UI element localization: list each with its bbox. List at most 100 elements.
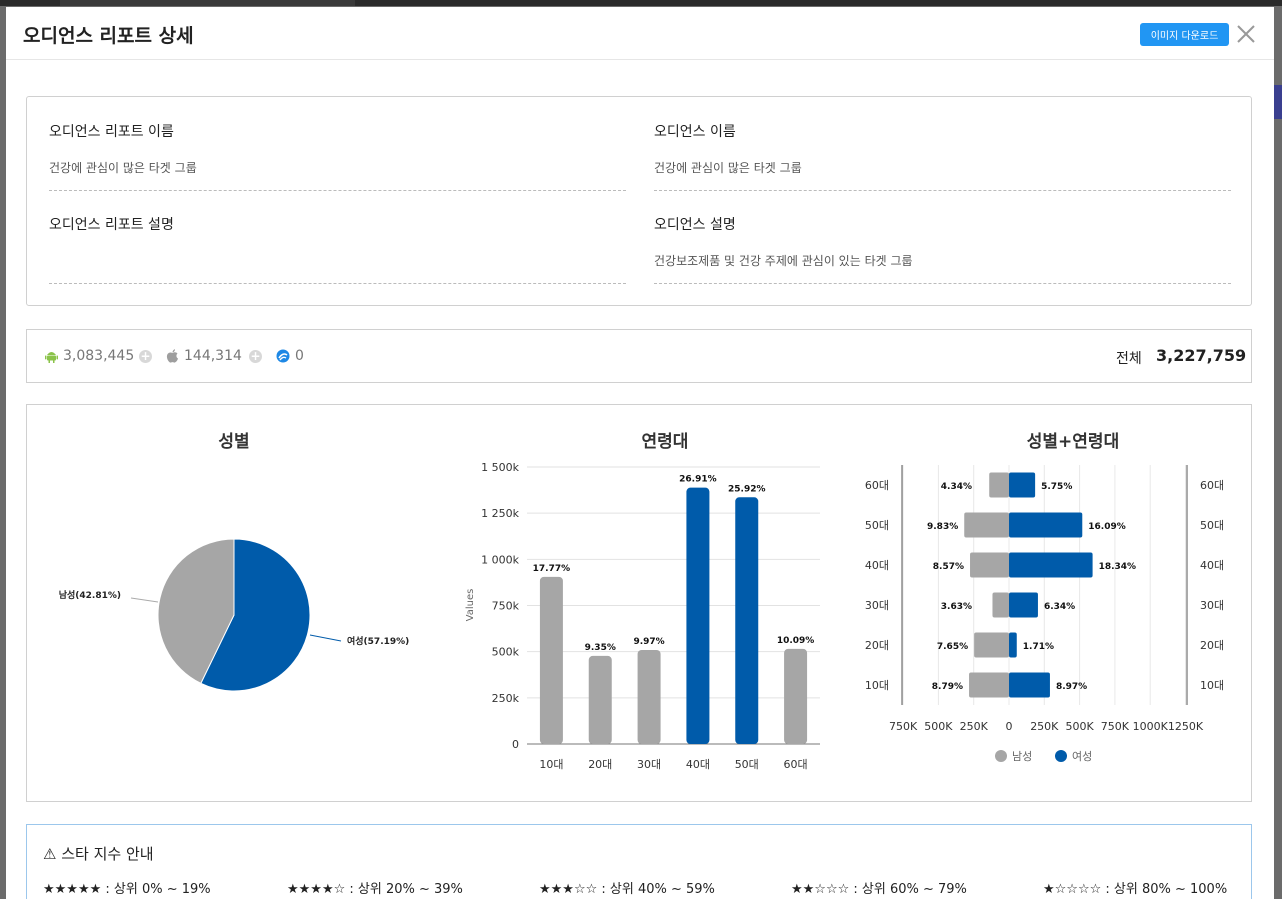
- legend-label-female: 여성: [1072, 750, 1092, 763]
- bar-data-label-female: 18.34%: [1099, 562, 1137, 572]
- plus-icon: +: [139, 349, 152, 363]
- y-tick-label-left: 20대: [865, 639, 889, 652]
- y-axis-label: Values: [465, 589, 476, 622]
- modal-title: 오디언스 리포트 상세: [23, 25, 194, 47]
- x-tick-label: 30대: [637, 758, 661, 771]
- bar-male-60대: [989, 472, 1009, 498]
- x-tick-label: 1000K: [1133, 720, 1169, 733]
- x-tick-label: 50대: [735, 758, 759, 771]
- bar-data-label-male: 8.79%: [932, 682, 963, 692]
- legend-marker-female: [1055, 750, 1067, 762]
- bar-female-20대: [1009, 632, 1017, 658]
- bar-female-60대: [1009, 472, 1036, 498]
- x-tick-label: 0: [1006, 720, 1013, 733]
- bar-30대: [637, 650, 661, 744]
- y-tick-label-left: 60대: [865, 479, 889, 492]
- charts-canvas: 남성(42.81%) 여성(57.19%) 0 250k 500k 750k 1 000k 1…: [59, 461, 1224, 771]
- x-tick-label: 250K: [1030, 720, 1059, 733]
- star-guide-title-text: 스타 지수 안내: [61, 845, 154, 863]
- backdrop-tab: [60, 0, 355, 6]
- audience-name-field: 오디언스 이름 건강에 관심이 많은 타겟 그룹: [654, 97, 1231, 191]
- y-tick-label-left: 30대: [865, 599, 889, 612]
- bar-data-label-female: 1.71%: [1023, 642, 1054, 652]
- bar-data-label-male: 8.57%: [933, 562, 964, 572]
- bar-data-label: 10.09%: [777, 636, 815, 646]
- bar-40대: [686, 487, 710, 744]
- bar-10대: [539, 576, 563, 744]
- audience-info-panel: 오디언스 리포트 이름 건강에 관심이 많은 타겟 그룹 오디언스 이름 건강에…: [26, 96, 1252, 306]
- star-item-5: ★★★★★ : 상위 0% ~ 19%: [43, 882, 211, 897]
- y-tick-label-right: 10대: [1200, 679, 1224, 692]
- bar-data-label-male: 9.83%: [927, 522, 958, 532]
- y-tick-label: 250k: [492, 692, 520, 705]
- report-desc-label: 오디언스 리포트 설명: [49, 217, 174, 233]
- total-value: 3,227,759: [1156, 346, 1247, 365]
- bar-data-label: 9.97%: [633, 637, 664, 647]
- modal-header: 오디언스 리포트 상세 이미지 다운로드: [6, 7, 1274, 60]
- charts-panel: 성별 연령대 성별+연령대 남성(42.81%) 여성(57.19%) 0 250k 5…: [26, 404, 1252, 802]
- android-count: 3,083,445: [63, 348, 135, 364]
- close-icon[interactable]: [1236, 24, 1256, 44]
- bar-male-40대: [970, 552, 1009, 578]
- audience-desc-label: 오디언스 설명: [654, 217, 736, 233]
- bar-data-label: 26.91%: [679, 475, 717, 485]
- x-tick-label: 40대: [686, 758, 710, 771]
- image-download-button[interactable]: 이미지 다운로드: [1140, 23, 1229, 46]
- android-icon: [45, 352, 58, 363]
- report-name-field: 오디언스 리포트 이름 건강에 관심이 많은 타겟 그룹: [49, 97, 626, 191]
- star-item-1: ★☆☆☆☆ : 상위 80% ~ 100%: [1043, 882, 1228, 897]
- other-stat: 0: [276, 348, 304, 364]
- report-name-label: 오디언스 리포트 이름: [49, 124, 174, 140]
- y-tick-label: 1 500k: [481, 461, 519, 474]
- y-tick-label-right: 40대: [1200, 559, 1224, 572]
- warning-icon: ⚠: [43, 845, 57, 863]
- y-tick-label: 500k: [492, 646, 520, 659]
- bar-male-50대: [964, 512, 1009, 538]
- star-guide-title: ⚠ 스타 지수 안내: [43, 843, 154, 864]
- x-tick-label: 1250K: [1168, 720, 1204, 733]
- bar-data-label-male: 7.65%: [937, 642, 968, 652]
- report-desc-field: 오디언스 리포트 설명: [49, 190, 626, 284]
- x-tick-label: 750K: [1101, 720, 1130, 733]
- other-count: 0: [295, 348, 304, 364]
- android-stat: 3,083,445: [45, 348, 134, 364]
- legend-label-male: 남성: [1012, 750, 1032, 763]
- y-tick-label: 750k: [492, 600, 520, 613]
- legend-marker-male: [995, 750, 1007, 762]
- bar-data-label: 9.35%: [585, 643, 616, 653]
- bar-female-40대: [1009, 552, 1093, 578]
- plus-icon: +: [249, 349, 262, 363]
- star-item-3: ★★★☆☆ : 상위 40% ~ 59%: [539, 882, 715, 897]
- bar-20대: [588, 655, 612, 744]
- bar-data-label-female: 6.34%: [1044, 602, 1075, 612]
- backdrop-side: [1274, 85, 1282, 119]
- star-item-2: ★★☆☆☆ : 상위 60% ~ 79%: [791, 882, 967, 897]
- x-tick-label: 750K: [889, 720, 918, 733]
- pie-slice: [200, 538, 311, 692]
- x-tick-label: 500K: [1065, 720, 1094, 733]
- audience-name-label: 오디언스 이름: [654, 124, 736, 140]
- bar-male-30대: [992, 592, 1009, 618]
- x-tick-label: 60대: [784, 758, 808, 771]
- y-tick-label-left: 40대: [865, 559, 889, 572]
- bar-data-label: 25.92%: [728, 484, 766, 494]
- gender-chart-title: 성별: [218, 432, 250, 452]
- report-detail-modal: 오디언스 리포트 상세 이미지 다운로드 오디언스 리포트 이름 건강에 관심이…: [6, 7, 1274, 899]
- x-tick-label: 20대: [588, 758, 612, 771]
- ios-stat: 144,314: [166, 348, 242, 364]
- pie-label-male: 남성(42.81%): [59, 589, 121, 601]
- audience-name-value: 건강에 관심이 많은 타겟 그룹: [654, 161, 802, 175]
- y-tick-label-right: 50대: [1200, 519, 1224, 532]
- bar-data-label-female: 16.09%: [1088, 522, 1126, 532]
- audience-desc-value: 건강보조제품 및 건강 주제에 관심이 있는 타겟 그룹: [654, 254, 913, 268]
- x-tick-label: 250K: [960, 720, 989, 733]
- bar-data-label-male: 3.63%: [941, 602, 972, 612]
- y-tick-label: 1 000k: [481, 553, 519, 566]
- device-stats-bar: 3,083,445 + 144,314 + 0 전체 3,227,759: [26, 329, 1252, 383]
- bar-female-10대: [1009, 672, 1050, 698]
- pie-leader-line: [309, 634, 342, 642]
- y-tick-label-left: 50대: [865, 519, 889, 532]
- pie-label-female: 여성(57.19%): [347, 635, 409, 647]
- gender-age-chart-title: 성별+연령대: [1026, 432, 1120, 452]
- y-tick-label-right: 30대: [1200, 599, 1224, 612]
